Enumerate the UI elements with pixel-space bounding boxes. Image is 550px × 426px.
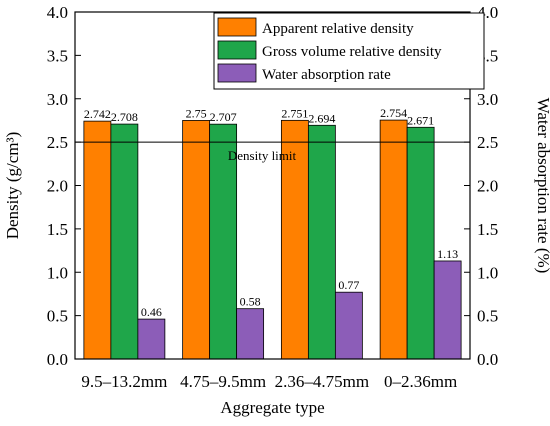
bar-value-label: 2.671 [407, 113, 434, 127]
bar-water-absorption [334, 291, 363, 360]
y-tick-label: 2.0 [47, 177, 68, 196]
legend-label: Water absorption rate [262, 67, 391, 83]
bar-value-label: 2.694 [308, 111, 335, 125]
bar-value-label: 2.707 [210, 110, 237, 124]
y-tick-label: 0.0 [47, 350, 68, 369]
bar-value-label: 0.77 [338, 278, 359, 292]
legend-swatch [217, 40, 257, 60]
bar-gross-density [110, 123, 139, 360]
density-limit-label: Density limit [228, 148, 297, 163]
legend-box [213, 12, 485, 90]
bar-gross-density [209, 123, 238, 360]
y-tick-label: 1.5 [47, 220, 68, 239]
bar-apparent-density [379, 119, 408, 360]
legend-label: Apparent relative density [262, 21, 414, 37]
bar-value-label: 2.754 [380, 106, 407, 120]
legend-label: Gross volume relative density [262, 44, 442, 60]
bar-gross-density [307, 124, 336, 360]
legend: Apparent relative density Gross volume re… [213, 12, 485, 90]
plot-frame [74, 11, 471, 360]
bar-value-label: 0.46 [141, 305, 162, 319]
x-tick-label: 2.36–4.75mm [275, 372, 369, 391]
y-tick-label: 1.0 [47, 263, 68, 282]
y2-tick-label: 0.0 [477, 350, 498, 369]
y2-tick-label: 0.5 [477, 307, 498, 326]
y2-tick-label: 3.0 [477, 90, 498, 109]
bar-value-label: 1.13 [437, 247, 458, 261]
bar-water-absorption [236, 308, 265, 360]
y-axis-title: Density (g/cm³) [3, 132, 22, 240]
y2-axis-title: Water absorption rate (%) [534, 98, 550, 274]
y-tick-label: 0.5 [47, 307, 68, 326]
bar-value-label: 0.58 [240, 295, 261, 309]
bar-value-label: 2.751 [281, 106, 308, 120]
x-axis-title: Aggregate type [220, 398, 324, 417]
x-tick-label: 0–2.36mm [384, 372, 457, 391]
y-tick-label: 2.5 [47, 133, 68, 152]
y2-tick-label: 1.5 [477, 220, 498, 239]
y2-tick-label: 2.0 [477, 177, 498, 196]
legend-swatch [217, 17, 257, 37]
x-tick-label: 9.5–13.2mm [81, 372, 167, 391]
y-tick-label: 3.5 [47, 46, 68, 65]
bar-gross-density [406, 126, 435, 360]
x-tick-label: 4.75–9.5mm [180, 372, 266, 391]
y-tick-label: 3.0 [47, 90, 68, 109]
bar-value-label: 2.742 [84, 107, 111, 121]
y-tick-label: 4.0 [47, 3, 68, 22]
bar-water-absorption [137, 318, 166, 360]
bar-apparent-density [83, 120, 112, 360]
bar-apparent-density [182, 120, 211, 360]
legend-swatch [217, 63, 257, 83]
y2-tick-label: 1.0 [477, 263, 498, 282]
bar-value-label: 2.75 [186, 106, 207, 120]
bar-value-label: 2.708 [111, 110, 138, 124]
y2-tick-label: 2.5 [477, 133, 498, 152]
bar-apparent-density [280, 119, 309, 360]
bar-water-absorption [433, 260, 462, 360]
